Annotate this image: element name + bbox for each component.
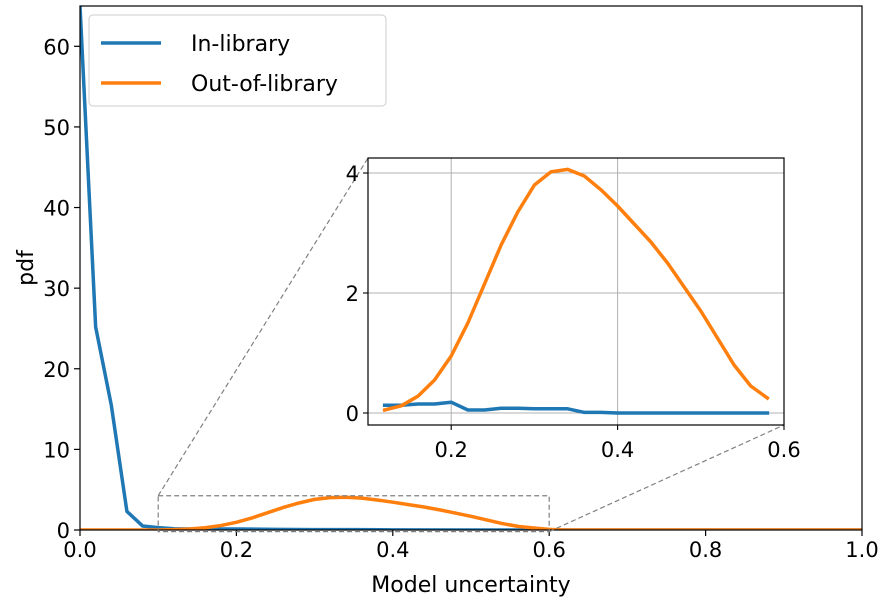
- zoom-indicator: [157, 157, 785, 533]
- inset-series-in-library-line: [382, 400, 770, 415]
- y-tick-label: 0: [57, 519, 70, 543]
- x-tick-label: 0.2: [220, 538, 253, 562]
- x-tick-label: 0.6: [532, 538, 565, 562]
- inset-plot-frame: [367, 157, 785, 426]
- inset-x-tick-label: 0.4: [601, 438, 634, 462]
- legend: In-library Out-of-library: [88, 14, 387, 107]
- x-tick-label: 0.8: [689, 538, 722, 562]
- y-tick-label: 50: [43, 116, 70, 140]
- y-tick-label: 10: [43, 438, 70, 462]
- y-tick-label: 60: [43, 35, 70, 59]
- y-tick-label: 30: [43, 277, 70, 301]
- legend-label: Out-of-library: [191, 72, 338, 97]
- inset-y-tick-label: 2: [346, 282, 359, 306]
- inset-y-tick-label: 0: [346, 402, 359, 426]
- inset-series-out-of-library-line: [382, 167, 770, 413]
- legend-label: In-library: [191, 32, 290, 57]
- inset-x-tick-label: 0.6: [767, 438, 800, 462]
- main-series-in-library-line: [80, 6, 862, 530]
- inset-plot: 0.2 0.4 0.6 0 2 4: [346, 157, 801, 462]
- y-axis-label: pdf: [14, 249, 39, 286]
- y-tick-label: 40: [43, 197, 70, 221]
- x-axis-label: Model uncertainty: [371, 573, 570, 598]
- x-tick-label: 0.0: [63, 538, 96, 562]
- zoom-connector-line: [548, 424, 785, 533]
- zoom-region-box: [157, 495, 550, 533]
- inset-x-tick-label: 0.2: [434, 438, 467, 462]
- main-plot-frame: [79, 5, 863, 531]
- legend-box: [88, 14, 387, 107]
- zoom-connector-line: [157, 157, 369, 497]
- x-tick-label: 0.4: [376, 538, 409, 562]
- x-tick-label: 1.0: [845, 538, 878, 562]
- inset-y-tick-label: 4: [346, 162, 359, 186]
- y-tick-label: 20: [43, 358, 70, 382]
- main-series-out-of-library-line: [80, 495, 862, 530]
- inset-plot-background: [368, 158, 784, 425]
